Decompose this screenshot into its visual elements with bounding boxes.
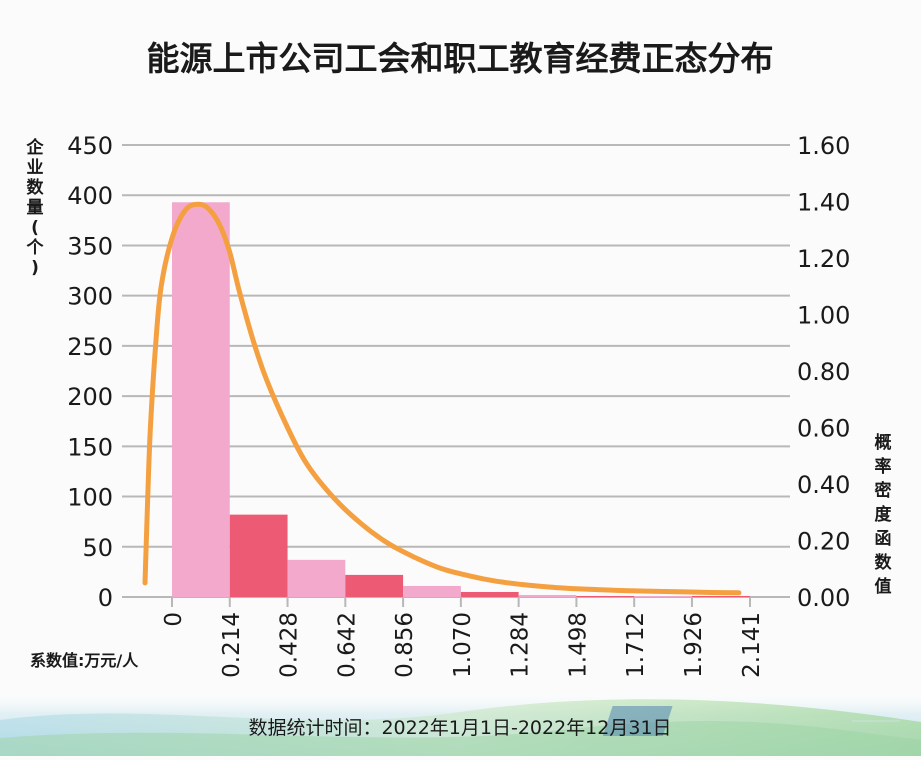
- histogram-bar: [634, 595, 692, 597]
- left-tick-label: 450: [67, 132, 113, 160]
- left-tick-label: 250: [67, 333, 113, 361]
- x-tick-label: 1.926: [681, 612, 707, 678]
- footer-decoration: [0, 690, 921, 756]
- x-tick-label: 1.712: [623, 612, 649, 678]
- x-tick-label: 0: [161, 612, 187, 627]
- solar-panel-icon: [602, 706, 900, 736]
- pdf-curve: [142, 201, 742, 596]
- x-tick-label: 0.856: [392, 612, 418, 678]
- right-tick-label: 1.60: [797, 132, 850, 160]
- x-tick-label: 1.070: [450, 612, 476, 678]
- left-tick-label: 150: [67, 433, 113, 461]
- data-period-footer: 数据统计时间：2022年1月1日-2022年12月31日: [248, 717, 671, 739]
- pdf-curve-group: [142, 201, 742, 596]
- left-tick-label: 300: [67, 283, 113, 311]
- right-tick-label: 1.00: [797, 302, 850, 330]
- left-tick-label: 100: [67, 484, 113, 512]
- histogram-bar: [345, 574, 404, 597]
- x-tick-label: 1.498: [565, 612, 591, 678]
- right-tick-label: 0.00: [797, 584, 850, 612]
- histogram-bar: [460, 591, 519, 597]
- chart-title: 能源上市公司工会和职工教育经费正态分布: [147, 39, 774, 78]
- x-tick-label: 0.214: [219, 612, 245, 678]
- right-axis-ticks: 0.00 0.20 0.40 0.60 0.80 1.00 1.20 1.40 1.60: [797, 132, 850, 612]
- x-axis-unit-label: 系数值:万元/人: [30, 651, 139, 670]
- x-tick-label: 0.428: [277, 612, 303, 678]
- histogram-bar: [403, 585, 461, 597]
- histogram-bar: [287, 559, 346, 597]
- left-tick-label: 400: [67, 182, 113, 210]
- x-tick-label: 2.141: [739, 612, 765, 678]
- right-tick-label: 1.20: [797, 245, 850, 273]
- histogram-bar: [691, 595, 750, 597]
- histogram-bar: [229, 514, 288, 597]
- right-tick-label: 0.60: [797, 415, 850, 443]
- histogram-bar: [576, 595, 635, 597]
- gridlines: [122, 144, 790, 598]
- right-tick-label: 0.80: [797, 358, 850, 386]
- right-axis-label: 概率密度函数值: [875, 432, 893, 597]
- left-tick-label: 350: [67, 232, 113, 260]
- histogram-bars: [172, 202, 750, 597]
- histogram-bar: [518, 594, 577, 597]
- left-tick-label: 0: [98, 584, 113, 612]
- left-axis-ticks: 0 50 100 150 200 250 300 350 400 450: [67, 132, 113, 612]
- right-tick-label: 0.40: [797, 471, 850, 499]
- left-axis-label: 企业数量(个): [26, 137, 45, 278]
- histogram-bar: [172, 202, 230, 597]
- left-tick-label: 50: [82, 534, 113, 562]
- x-tick-label: 1.284: [508, 612, 534, 678]
- left-tick-label: 200: [67, 383, 113, 411]
- right-tick-label: 1.40: [797, 189, 850, 217]
- right-tick-label: 0.20: [797, 528, 850, 556]
- x-tick-label: 0.642: [334, 612, 360, 678]
- x-axis-ticks: 0 0.214 0.428 0.642 0.856 1.070 1.284 1.498 1.71…: [161, 597, 765, 678]
